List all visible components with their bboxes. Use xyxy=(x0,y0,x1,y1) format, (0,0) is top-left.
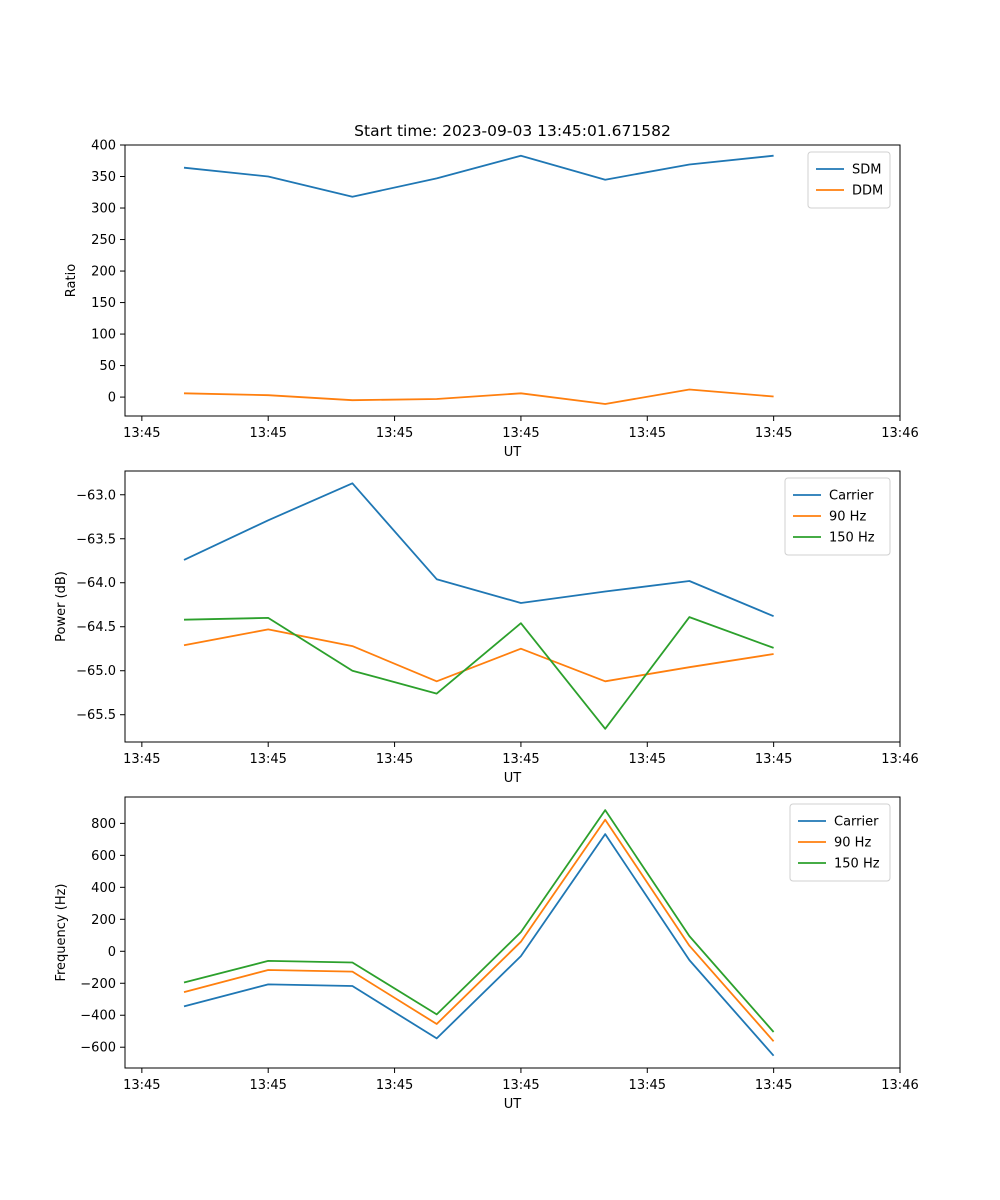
x-tick-label: 13:46 xyxy=(881,752,918,767)
y-tick-label: −63.5 xyxy=(76,532,116,547)
legend-entry: 90 Hz xyxy=(829,510,866,525)
x-tick-label: 13:45 xyxy=(629,1078,666,1093)
y-tick-label: −64.5 xyxy=(76,620,116,635)
y-axis-label: Ratio xyxy=(64,264,79,297)
legend-box xyxy=(807,151,891,209)
legend-entry: 90 Hz xyxy=(834,836,871,851)
series-line-sdm xyxy=(183,154,774,198)
y-tick-label: 200 xyxy=(91,265,116,280)
x-tick-label: 13:46 xyxy=(881,426,918,441)
legend: SDM DDM xyxy=(807,151,891,209)
x-axis-label: UT xyxy=(504,445,522,460)
y-tick-label: 250 xyxy=(91,233,116,248)
y-tick-label: 300 xyxy=(91,202,116,217)
x-tick-label: 13:46 xyxy=(881,1078,918,1093)
series-line-90-hz xyxy=(183,628,774,683)
x-tick-label: 13:45 xyxy=(376,752,413,767)
series-line-carrier xyxy=(183,833,775,1057)
y-tick-label: 200 xyxy=(91,913,116,928)
x-tick-label: 13:45 xyxy=(376,426,413,441)
legend: Carrier 90 Hz 150 Hz xyxy=(784,477,891,556)
x-tick-label: 13:45 xyxy=(502,1078,539,1093)
legend-entry: DDM xyxy=(852,184,883,199)
y-tick-label: −63.0 xyxy=(76,488,116,503)
y-tick-label: 600 xyxy=(91,849,116,864)
legend: Carrier 90 Hz 150 Hz xyxy=(789,803,891,882)
plot-frame xyxy=(124,470,901,743)
y-tick-label: 100 xyxy=(91,328,116,343)
x-tick-label: 13:45 xyxy=(249,752,286,767)
y-tick-label: −200 xyxy=(80,977,116,992)
x-axis-label: UT xyxy=(504,1097,522,1112)
legend-entry: 150 Hz xyxy=(829,531,875,546)
y-tick-label: 150 xyxy=(91,296,116,311)
chart-panel-2: 13:45 13:45 13:45 13:45 13:45 13:45 13:46 −65.5… xyxy=(54,470,919,786)
y-axis-label: Power (dB) xyxy=(54,571,69,642)
y-tick-label: 400 xyxy=(91,139,116,154)
x-tick-label: 13:45 xyxy=(629,426,666,441)
y-tick-label: 800 xyxy=(91,817,116,832)
chart-panel-3: 13:45 13:45 13:45 13:45 13:45 13:45 13:46 −600 −… xyxy=(54,796,919,1112)
series-line-150-hz xyxy=(183,809,775,1033)
series-line-150-hz xyxy=(183,616,774,730)
y-tick-label: −65.5 xyxy=(76,708,116,723)
x-tick-label: 13:45 xyxy=(502,752,539,767)
y-tick-label: −64.0 xyxy=(76,576,116,591)
legend-entry: 150 Hz xyxy=(834,857,880,872)
plot-frame xyxy=(124,796,901,1069)
chart-panel-1: Start time: 2023-09-03 13:45:01.671582 13… xyxy=(64,122,919,460)
x-tick-label: 13:45 xyxy=(249,1078,286,1093)
y-axis-label: Frequency (Hz) xyxy=(54,883,69,981)
series-line-carrier xyxy=(183,482,774,618)
x-axis-label: UT xyxy=(504,771,522,786)
x-tick-label: 13:45 xyxy=(123,1078,160,1093)
legend-entry: Carrier xyxy=(834,815,879,830)
plot-frame xyxy=(124,144,901,417)
legend-box xyxy=(789,803,891,882)
x-tick-label: 13:45 xyxy=(755,752,792,767)
legend-entry: Carrier xyxy=(829,489,874,504)
y-tick-label: −400 xyxy=(80,1009,116,1024)
x-tick-label: 13:45 xyxy=(376,1078,413,1093)
y-tick-label: 50 xyxy=(99,359,116,374)
x-tick-label: 13:45 xyxy=(755,1078,792,1093)
x-tick-label: 13:45 xyxy=(123,426,160,441)
y-tick-label: 400 xyxy=(91,881,116,896)
x-tick-label: 13:45 xyxy=(249,426,286,441)
y-tick-label: −65.0 xyxy=(76,664,116,679)
legend-box xyxy=(784,477,891,556)
x-tick-label: 13:45 xyxy=(502,426,539,441)
y-tick-label: 0 xyxy=(108,391,116,406)
legend-entry: SDM xyxy=(852,163,881,178)
series-line-90-hz xyxy=(183,818,775,1042)
x-tick-label: 13:45 xyxy=(755,426,792,441)
y-tick-label: −600 xyxy=(80,1041,116,1056)
chart-title: Start time: 2023-09-03 13:45:01.671582 xyxy=(354,122,671,140)
y-tick-label: 350 xyxy=(91,170,116,185)
series-line-ddm xyxy=(183,388,774,405)
y-tick-label: 0 xyxy=(108,945,116,960)
x-tick-label: 13:45 xyxy=(629,752,666,767)
x-tick-label: 13:45 xyxy=(123,752,160,767)
